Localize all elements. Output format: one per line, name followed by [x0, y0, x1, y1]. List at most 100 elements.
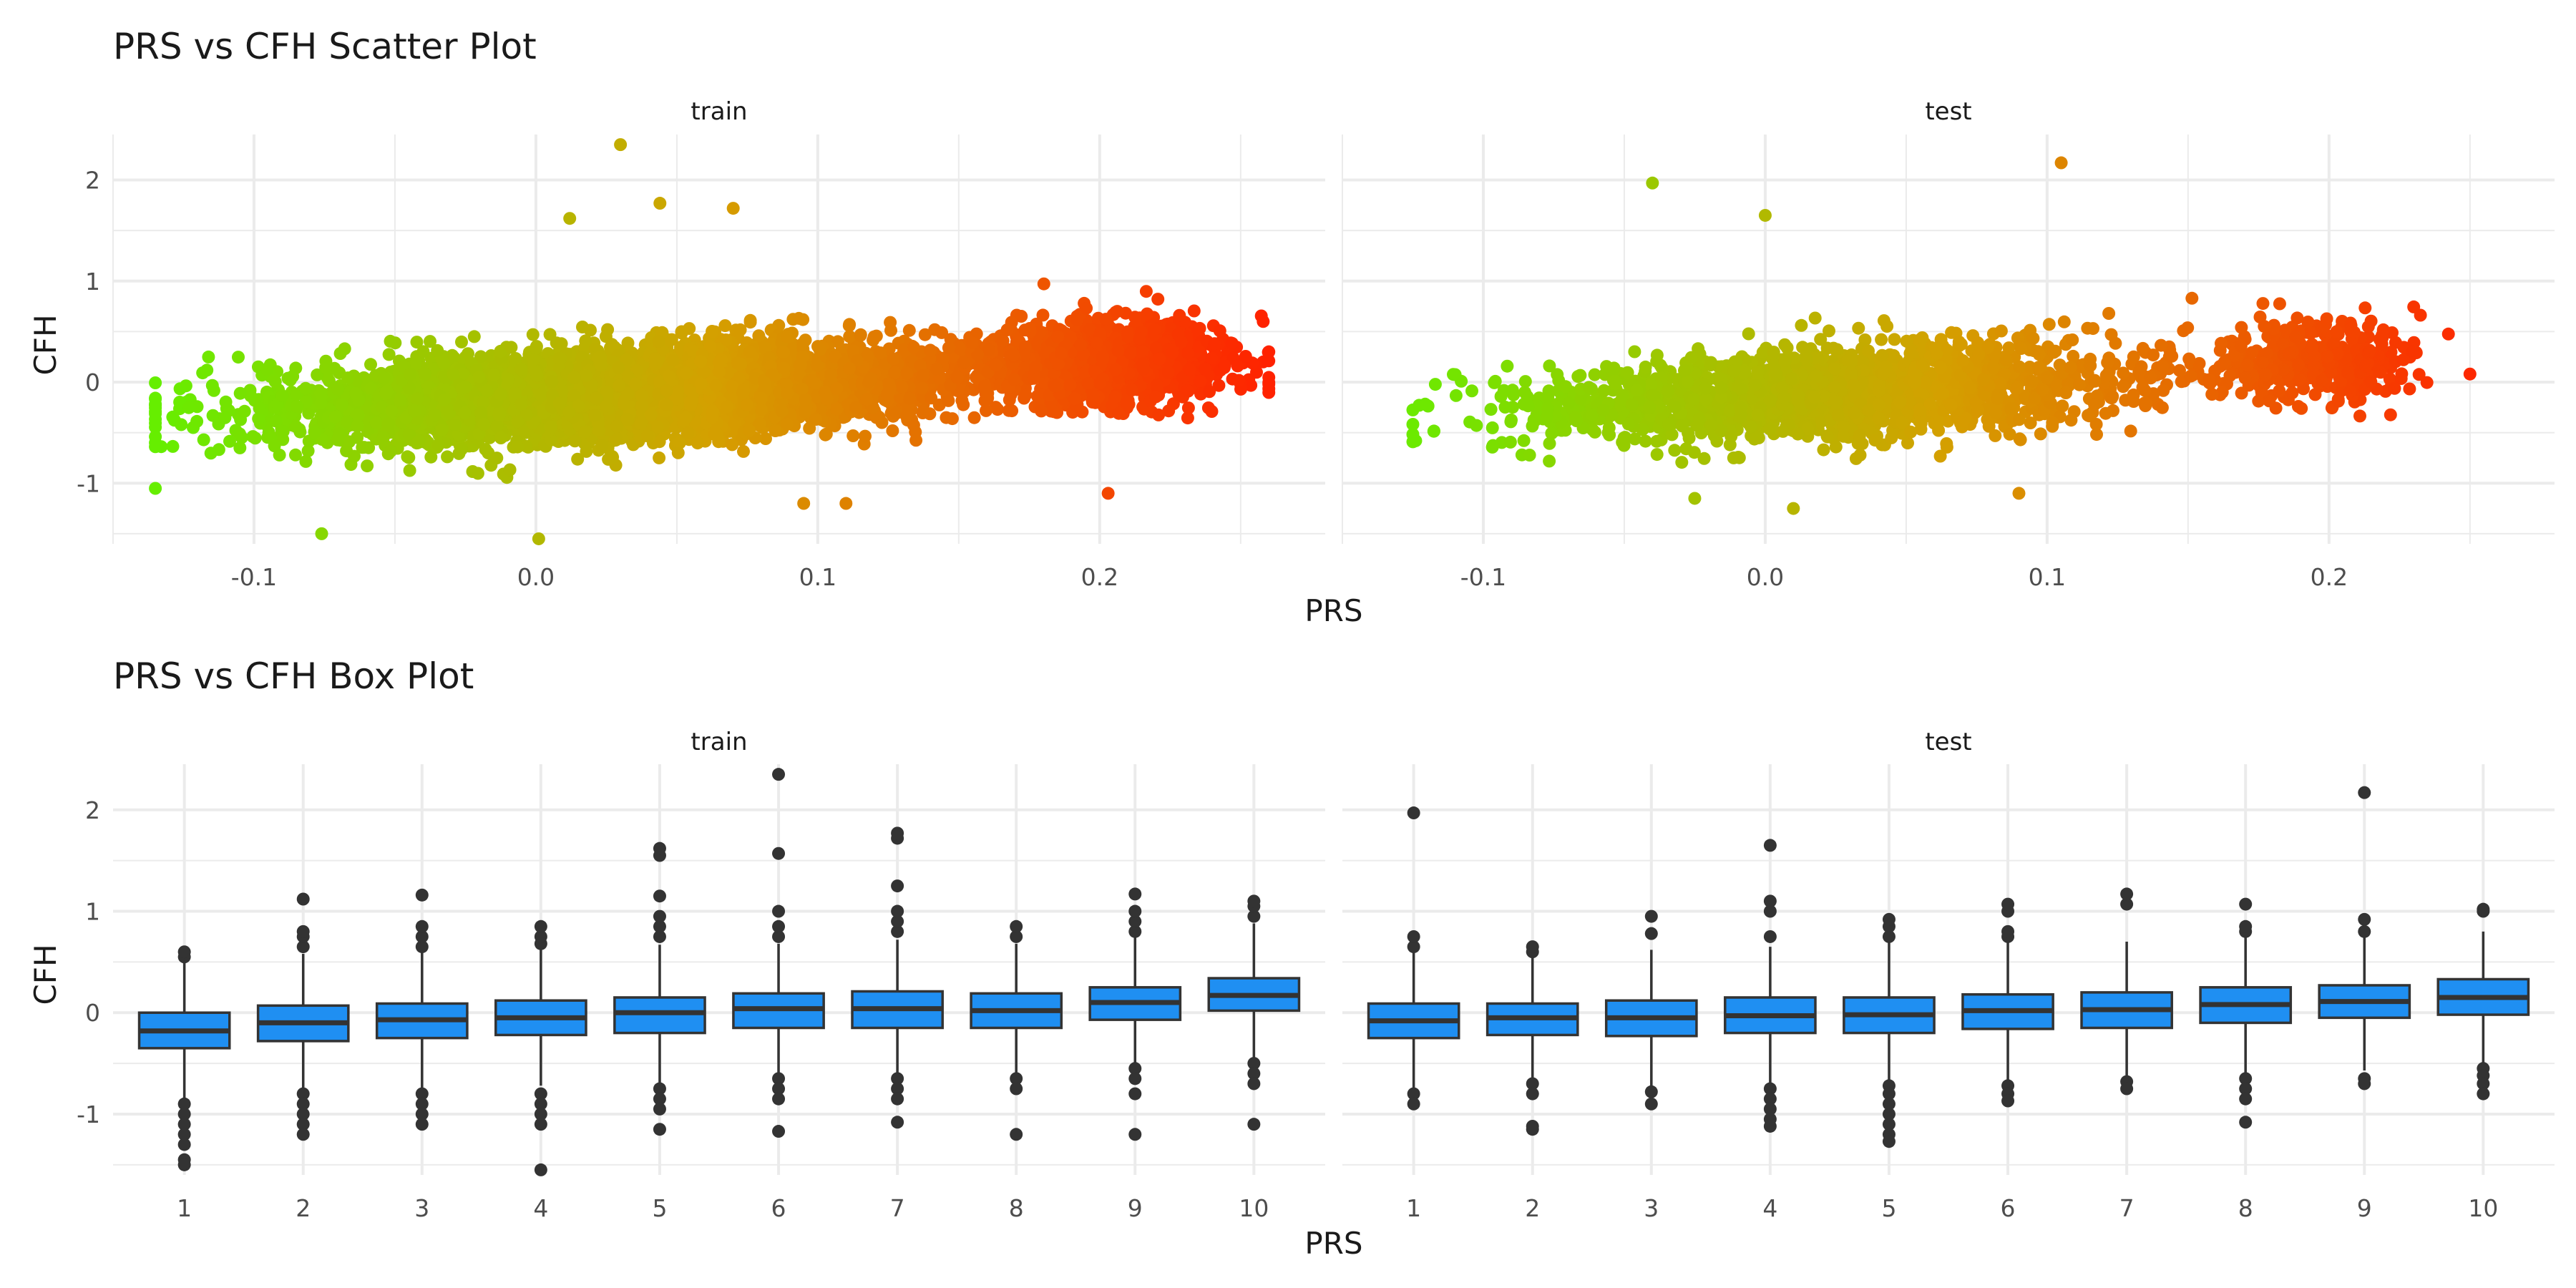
scatter-point: [653, 435, 666, 449]
scatter-point: [940, 411, 953, 424]
scatter-point: [1139, 285, 1153, 298]
scatter-point: [653, 451, 666, 464]
scatter-point: [935, 326, 949, 339]
scatter-point: [759, 432, 772, 445]
scatter-point: [675, 325, 688, 338]
scatter-point: [1037, 277, 1050, 291]
scatter-point: [361, 425, 375, 439]
scatter-point: [1213, 324, 1226, 338]
scatter-point: [1244, 379, 1258, 392]
scatter-point: [471, 467, 484, 480]
scatter-point: [737, 444, 750, 458]
scatter-point: [252, 412, 265, 426]
scatter-point: [348, 449, 361, 463]
scatter-point: [424, 450, 438, 464]
scatter-point: [1015, 310, 1028, 323]
scatter-point: [1128, 311, 1142, 324]
scatter-point: [733, 323, 747, 336]
scatter-point: [455, 335, 468, 348]
scatter-point: [243, 384, 257, 397]
scatter-point: [175, 418, 188, 431]
scatter-point: [149, 482, 162, 495]
scatter-point: [671, 446, 685, 459]
scatter-point: [233, 441, 247, 454]
scatter-point: [218, 411, 232, 424]
scatter-point: [884, 316, 897, 329]
scatter-point: [571, 452, 585, 466]
scatter-point: [718, 319, 732, 333]
scatter-point: [831, 335, 844, 348]
scatter-point: [902, 323, 916, 337]
scatter-point: [1120, 396, 1133, 409]
scatter-point: [1152, 408, 1166, 421]
scatter-point: [526, 328, 540, 341]
scatter-point: [149, 397, 162, 411]
scatter-point: [1231, 359, 1244, 373]
scatter-point: [719, 333, 733, 346]
scatter-point: [357, 441, 371, 454]
scatter-point: [410, 336, 424, 349]
scatter-point: [454, 442, 468, 456]
scatter-point: [819, 428, 832, 441]
scatter-point: [289, 448, 302, 462]
scatter-point: [915, 381, 929, 395]
scatter-plot-title: PRS vs CFH Scatter Plot: [113, 26, 537, 67]
scatter-point: [996, 334, 1010, 348]
scatter-point: [601, 323, 615, 336]
scatter-point: [1218, 359, 1231, 372]
scatter-point: [197, 433, 210, 447]
scatter-point: [504, 341, 518, 354]
scatter-point: [149, 376, 162, 389]
scatter-point: [859, 429, 872, 443]
scatter-point: [361, 459, 374, 473]
scatter-point: [275, 425, 288, 438]
scatter-point: [568, 434, 582, 448]
scatter-point: [333, 347, 347, 360]
scatter-point: [1181, 401, 1195, 415]
scatter-point: [673, 436, 686, 449]
scatter-point: [293, 423, 306, 436]
scatter-point: [341, 371, 355, 385]
scatter-point: [246, 430, 260, 444]
scatter-point: [1036, 308, 1050, 322]
scatter-point: [311, 368, 324, 381]
scatter-point: [1031, 337, 1045, 351]
scatter-point: [529, 341, 542, 355]
scatter-point: [462, 347, 474, 361]
scatter-point: [494, 344, 507, 358]
scatter-point: [1108, 391, 1122, 404]
scatter-point: [726, 438, 739, 452]
scatter-point: [989, 401, 1002, 414]
scatter-point: [1187, 304, 1201, 318]
scatter-point: [281, 371, 295, 385]
scatter-point: [149, 416, 162, 430]
scatter-point: [867, 330, 881, 343]
scatter-point: [441, 450, 454, 464]
scatter-point: [238, 404, 251, 418]
scatter-point: [364, 358, 377, 371]
scatter-point: [1162, 404, 1176, 418]
scatter-point: [202, 350, 215, 364]
scatter-point: [886, 424, 899, 437]
scatter-points: [149, 138, 1276, 545]
scatter-point: [706, 325, 719, 338]
scatter-point: [474, 350, 487, 364]
scatter-point: [503, 463, 517, 477]
scatter-point: [403, 464, 416, 477]
scatter-point: [982, 343, 995, 356]
scatter-point: [971, 348, 985, 361]
scatter-point: [342, 435, 356, 449]
scatter-point: [917, 405, 930, 419]
scatter-point: [301, 444, 315, 458]
scatter-point: [1262, 354, 1276, 368]
scatter-point: [268, 375, 282, 389]
scatter-point: [314, 396, 328, 410]
scatter-point: [1019, 388, 1033, 401]
scatter-point: [1212, 379, 1226, 392]
scatter-point: [1181, 411, 1194, 425]
scatter-point: [1173, 308, 1186, 322]
scatter-point: [842, 319, 856, 332]
